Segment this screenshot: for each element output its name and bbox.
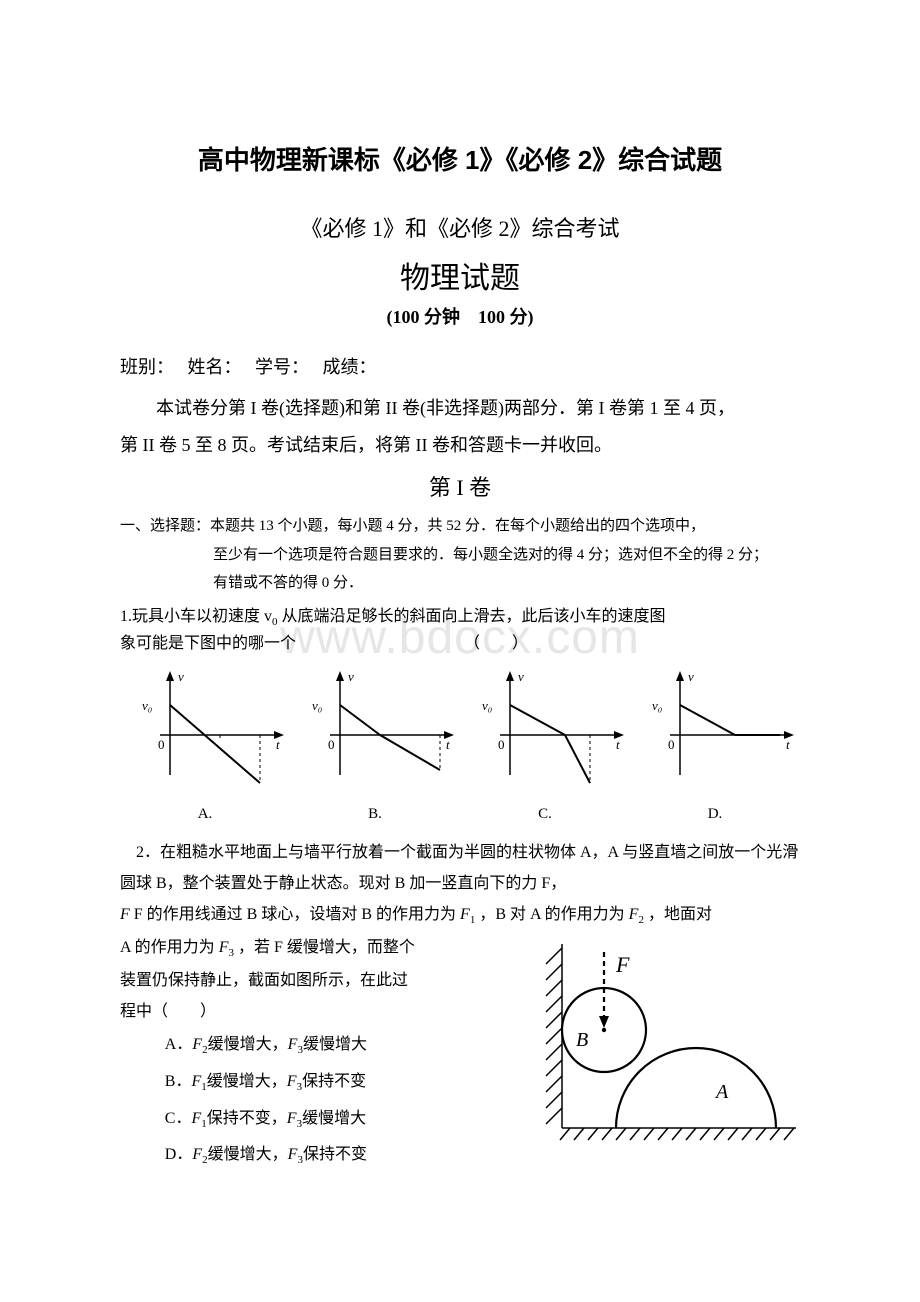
svg-text:0: 0 <box>158 737 165 752</box>
svg-text:0: 0 <box>328 737 335 752</box>
q2-opt-b-t2: 保持不变 <box>302 1073 366 1090</box>
intro-paragraph-2: 第 II 卷 5 至 8 页。考试结束后，将第 II 卷和答题卡一并收回。 <box>120 430 800 461</box>
svg-text:v₀: v₀ <box>312 698 322 713</box>
q2-p2b: ，B 对 A 的作用力为 <box>475 906 628 923</box>
time-score-line: (100 分钟 100 分) <box>120 303 800 329</box>
q2-opt-b-prefix: B． <box>165 1073 192 1090</box>
q2-opt-d-t1: 缓慢增大， <box>208 1146 288 1163</box>
q2-opt-c-prefix: C． <box>165 1110 192 1127</box>
q2-p3b: ，若 F 缓慢增大，而整个 <box>234 939 415 956</box>
score-label: 成绩： <box>323 357 377 377</box>
svg-text:0: 0 <box>668 737 675 752</box>
q2-opt-d-prefix: D． <box>165 1146 193 1163</box>
q2-opt-a-t1: 缓慢增大， <box>208 1036 288 1053</box>
svg-text:v: v <box>348 669 354 684</box>
instruction-line-2: 至少有一个选项是符合题目要求的．每小题全选对的得 4 分；选对但不全的得 2 分… <box>120 541 800 570</box>
q1-label-a: A. <box>120 806 290 823</box>
svg-text:t: t <box>446 737 450 752</box>
svg-text:t: t <box>276 737 280 752</box>
q1-text-b: 从底端沿足够长的斜面向上滑去，此后该小车的速度图 <box>278 608 666 625</box>
svg-text:v₀: v₀ <box>482 698 492 713</box>
section-1-title: 第 I 卷 <box>120 470 800 502</box>
q1-graph-option-labels: A. B. C. D. <box>120 804 800 837</box>
q2-p2c: ，地面对 <box>644 906 712 923</box>
svg-text:v₀: v₀ <box>142 698 152 713</box>
q2-figure: F B A <box>530 938 800 1153</box>
q2-opt-d-t2: 保持不变 <box>303 1146 367 1163</box>
svg-text:t: t <box>616 737 620 752</box>
student-info-line: 班别： 姓名： 学号： 成绩： <box>120 353 800 379</box>
q1-text-a: 1.玩具小车以初速度 v <box>120 608 272 625</box>
q2-p2a: F 的作用线通过 B 球心，设墙对 B 的作用力为 <box>134 906 460 923</box>
q1-label-d: D. <box>630 806 800 823</box>
main-title: 高中物理新课标《必修 1》《必修 2》综合试题 <box>120 140 800 177</box>
question-2: 2．在粗糙水平地面上与墙平行放着一个截面为半圆的柱状物体 A，A 与竖直墙之间放… <box>120 837 800 1174</box>
subtitle-combined-exam: 《必修 1》和《必修 2》综合考试 <box>120 211 800 243</box>
class-label: 班别： <box>120 357 165 377</box>
intro-paragraph-1: 本试卷分第 I 卷(选择题)和第 II 卷(非选择题)两部分．第 I 卷第 1 … <box>120 393 800 424</box>
svg-text:v: v <box>178 669 184 684</box>
instruction-line-1: 一、选择题：本题共 13 个小题，每小题 4 分，共 52 分．在每个小题给出的… <box>120 512 800 541</box>
question-1: 1.玩具小车以初速度 v0 从底端沿足够长的斜面向上滑去，此后该小车的速度图 象… <box>120 604 800 657</box>
q1-label-b: B. <box>290 806 460 823</box>
q1-label-c: C. <box>460 806 630 823</box>
svg-text:v₀: v₀ <box>652 698 662 713</box>
q2-opt-c-t2: 缓慢增大 <box>302 1110 366 1127</box>
svg-text:A: A <box>714 1081 729 1103</box>
svg-text:t: t <box>786 737 790 752</box>
q2-p1: 2．在粗糙水平地面上与墙平行放着一个截面为半圆的柱状物体 A，A 与竖直墙之间放… <box>120 844 798 892</box>
page-content: 高中物理新课标《必修 1》《必修 2》综合试题 《必修 1》和《必修 2》综合考… <box>0 0 920 1234</box>
q2-paragraph-2: F F 的作用线通过 B 球心，设墙对 B 的作用力为 F1 ，B 对 A 的作… <box>120 899 800 932</box>
q1-graphs-row: v v₀ 0 t v v₀ 0 t <box>120 665 800 800</box>
q1-velocity-graphs: v v₀ 0 t v v₀ 0 t <box>120 665 800 795</box>
svg-text:B: B <box>576 1029 588 1051</box>
q2-opt-a-prefix: A． <box>165 1036 193 1053</box>
q2-opt-c-t1: 保持不变， <box>207 1110 287 1127</box>
svg-text:v: v <box>518 669 524 684</box>
name-label: 姓名： <box>188 357 233 377</box>
q1-text-c: 象可能是下图中的哪一个 <box>120 635 296 652</box>
svg-text:v: v <box>688 669 694 684</box>
section-1-instructions: 一、选择题：本题共 13 个小题，每小题 4 分，共 52 分．在每个小题给出的… <box>120 512 800 598</box>
q2-paragraph-1: 2．在粗糙水平地面上与墙平行放着一个截面为半圆的柱状物体 A，A 与竖直墙之间放… <box>120 837 800 899</box>
svg-text:0: 0 <box>498 737 505 752</box>
id-label: 学号： <box>255 357 300 377</box>
instruction-line-3: 有错或不答的得 0 分． <box>120 569 800 598</box>
svg-text:F: F <box>615 952 630 977</box>
big-title-physics: 物理试题 <box>120 253 800 297</box>
q1-paren: （ ） <box>464 635 528 652</box>
q2-opt-b-t1: 缓慢增大， <box>207 1073 287 1090</box>
q2-opt-a-t2: 缓慢增大 <box>303 1036 367 1053</box>
q2-p3a: A 的作用力为 <box>120 939 219 956</box>
